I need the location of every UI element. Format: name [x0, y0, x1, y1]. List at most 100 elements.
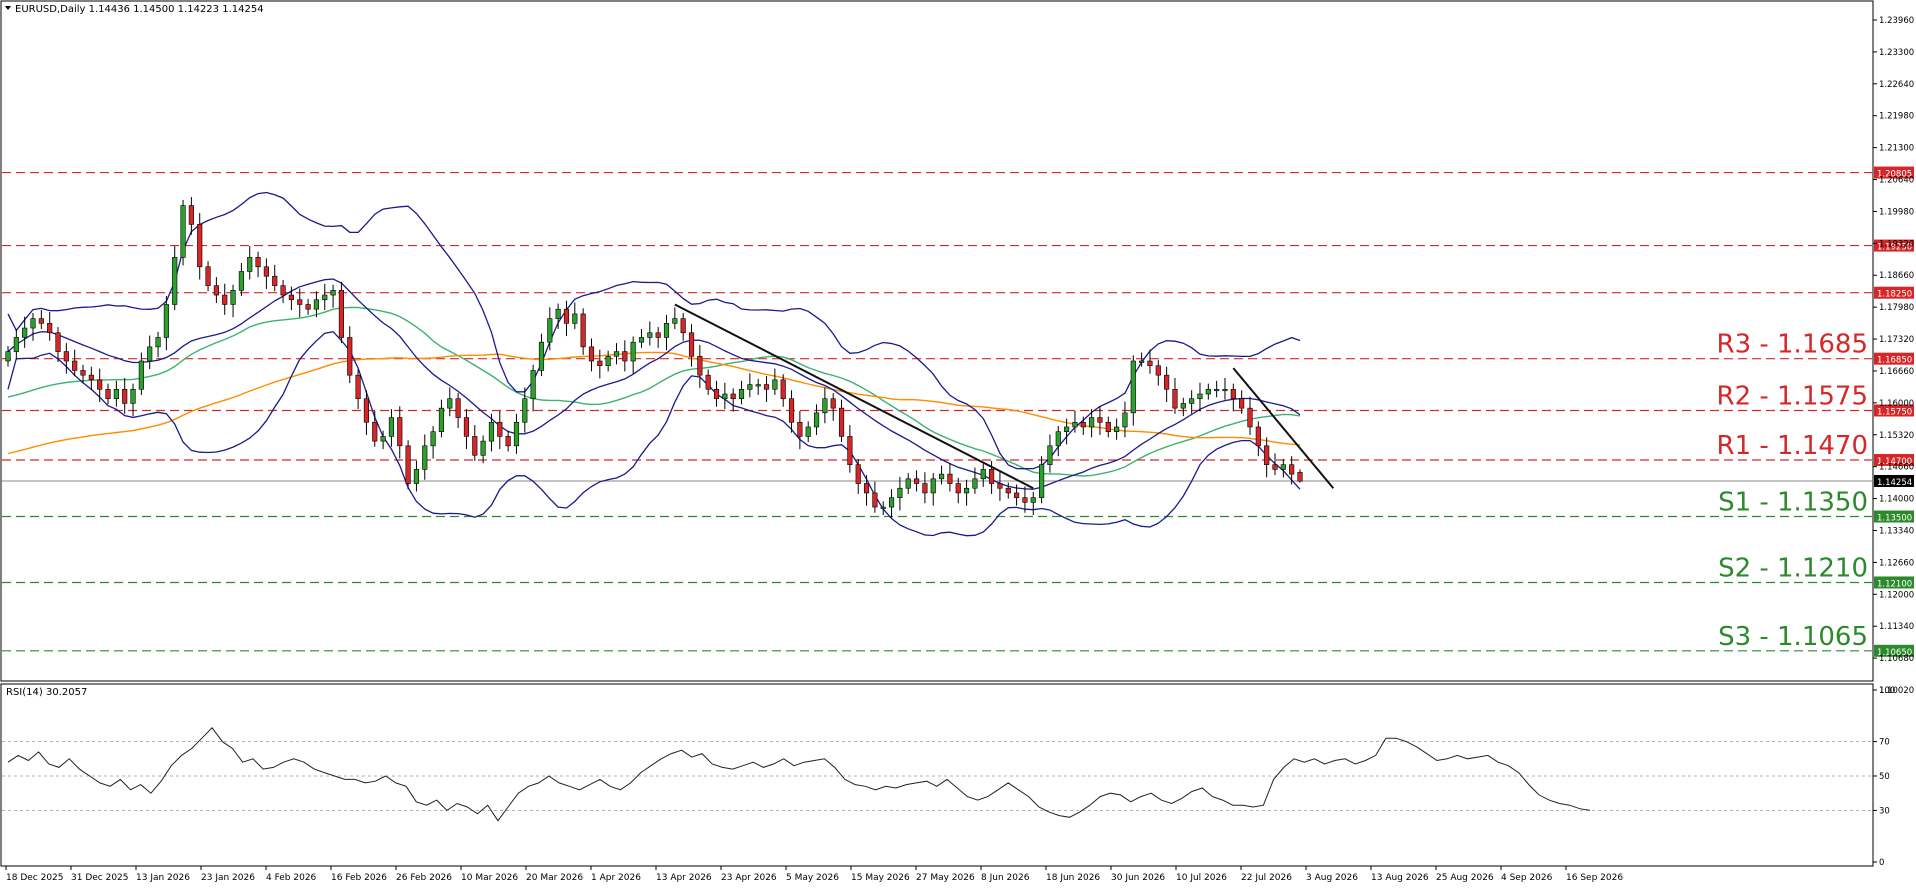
- time-tick-label: 18 Jun 2026: [1046, 873, 1100, 883]
- price-tick-label: 1.19320: [1879, 239, 1914, 249]
- candle-body: [797, 421, 803, 437]
- candle-body: [1172, 388, 1178, 409]
- candle-body: [105, 388, 111, 400]
- candle-body: [247, 257, 253, 272]
- price-tick-label: 1.14000: [1879, 495, 1914, 505]
- price-tick-label: 1.18660: [1879, 271, 1914, 281]
- level-price-tag: 1.13500: [1874, 510, 1914, 524]
- time-axis: 18 Dec 2025 31 Dec 2025 13 Jan 2026 23 Jan …: [5, 866, 1623, 883]
- time-tick-label: 13 Jan 2026: [136, 873, 190, 883]
- main-panel: [0, 0, 1874, 682]
- candle-body: [288, 294, 294, 301]
- candle-body: [738, 388, 745, 400]
- candle-body: [238, 271, 244, 291]
- candle-body: [1280, 464, 1286, 470]
- level-price-tag: 1.18250: [1874, 286, 1914, 300]
- current-price-tag: 1.14254: [1877, 478, 1912, 488]
- candle-body: [447, 398, 453, 409]
- price-tick-label: 1.16000: [1879, 399, 1914, 409]
- candle-body: [1255, 426, 1261, 447]
- candle-body: [388, 417, 395, 437]
- candle-body: [505, 436, 511, 447]
- time-tick-label: 16 Feb 2026: [331, 873, 387, 883]
- candle-body: [1097, 417, 1103, 423]
- candle-body: [1114, 426, 1120, 432]
- candle-body: [38, 318, 44, 324]
- price-tick-label: 1.11340: [1879, 622, 1914, 632]
- candle-body: [922, 483, 928, 494]
- candle-body: [863, 483, 870, 494]
- level-price-tag: 1.14700: [1874, 453, 1914, 467]
- candle-body: [1039, 464, 1045, 498]
- candle-body: [213, 285, 219, 296]
- candle-body: [1047, 445, 1053, 465]
- price-tick-label: 1.19980: [1879, 207, 1914, 217]
- price-tick-label: 1.23960: [1879, 16, 1914, 26]
- candle-body: [472, 436, 478, 456]
- candle-body: [172, 257, 178, 305]
- rsi-tick-label: 30: [1879, 806, 1890, 816]
- candle-body: [555, 308, 561, 319]
- time-tick-label: 18 Dec 2025: [6, 873, 64, 883]
- candle-body: [722, 393, 728, 400]
- candle-body: [1247, 407, 1253, 428]
- candle-body: [1064, 426, 1070, 432]
- candle-body: [330, 290, 336, 296]
- level-tag-bg: [1874, 644, 1914, 657]
- level-price-tag: 1.10650: [1874, 644, 1914, 658]
- time-tick-label: 10 Mar 2026: [461, 873, 518, 883]
- bollinger-bands: [7, 191, 1301, 537]
- level-tag-text: 1.15750: [1877, 407, 1912, 417]
- candle-body: [1297, 472, 1303, 482]
- price-tick-label: 1.12000: [1879, 590, 1914, 600]
- level-tag-bg: [1874, 510, 1914, 523]
- candle-body: [1055, 431, 1061, 447]
- level-label: S3 - 1.1065: [1718, 622, 1868, 652]
- time-tick-label: 1 Apr 2026: [591, 873, 641, 883]
- rsi-tick-label: 100: [1879, 686, 1895, 696]
- time-tick-label: 5 May 2026: [786, 873, 839, 883]
- level-tag-text: 1.16850: [1877, 356, 1912, 366]
- price-tick-label: 1.16660: [1879, 367, 1914, 377]
- candle-body: [955, 483, 961, 494]
- candle-body: [413, 469, 420, 484]
- candle-body: [938, 473, 945, 480]
- time-tick-label: 22 Jul 2026: [1241, 873, 1292, 883]
- candle-body: [155, 337, 161, 348]
- time-tick-label: 27 May 2026: [916, 873, 975, 883]
- level-tag-bg: [1874, 286, 1914, 299]
- candle-body: [788, 398, 795, 423]
- candle-body: [280, 285, 286, 296]
- candle-body: [497, 421, 503, 437]
- candle-body: [80, 370, 86, 376]
- current-price-tag-bg: [1874, 474, 1914, 487]
- triangle-down-icon[interactable]: [5, 6, 11, 10]
- candle-body: [680, 318, 686, 334]
- level-tag-bg: [1874, 453, 1914, 466]
- candle-body: [1189, 398, 1195, 404]
- candle-body: [297, 299, 303, 305]
- candle-body: [1089, 417, 1095, 428]
- candle-body: [672, 318, 678, 324]
- level-tag-text: 1.13500: [1877, 514, 1912, 524]
- candle-body: [347, 337, 353, 376]
- rsi-tick-label: 0: [1879, 858, 1884, 868]
- candle-body: [313, 299, 319, 310]
- candle-body: [780, 379, 786, 400]
- time-tick-label: 3 Aug 2026: [1306, 873, 1358, 883]
- trendline: [1232, 367, 1335, 489]
- candle-body: [605, 356, 611, 367]
- level-tag-text: 1.18250: [1877, 290, 1912, 300]
- candle-body: [1105, 421, 1111, 432]
- candle-body: [305, 304, 311, 310]
- candle-body: [230, 290, 236, 305]
- level-label: R1 - 1.1470: [1717, 431, 1869, 461]
- candle-body: [405, 445, 411, 484]
- candle-body: [97, 379, 103, 390]
- candle-body: [855, 464, 861, 484]
- candle-body: [1005, 487, 1011, 494]
- candle-body: [989, 469, 995, 484]
- candle-body: [72, 360, 78, 371]
